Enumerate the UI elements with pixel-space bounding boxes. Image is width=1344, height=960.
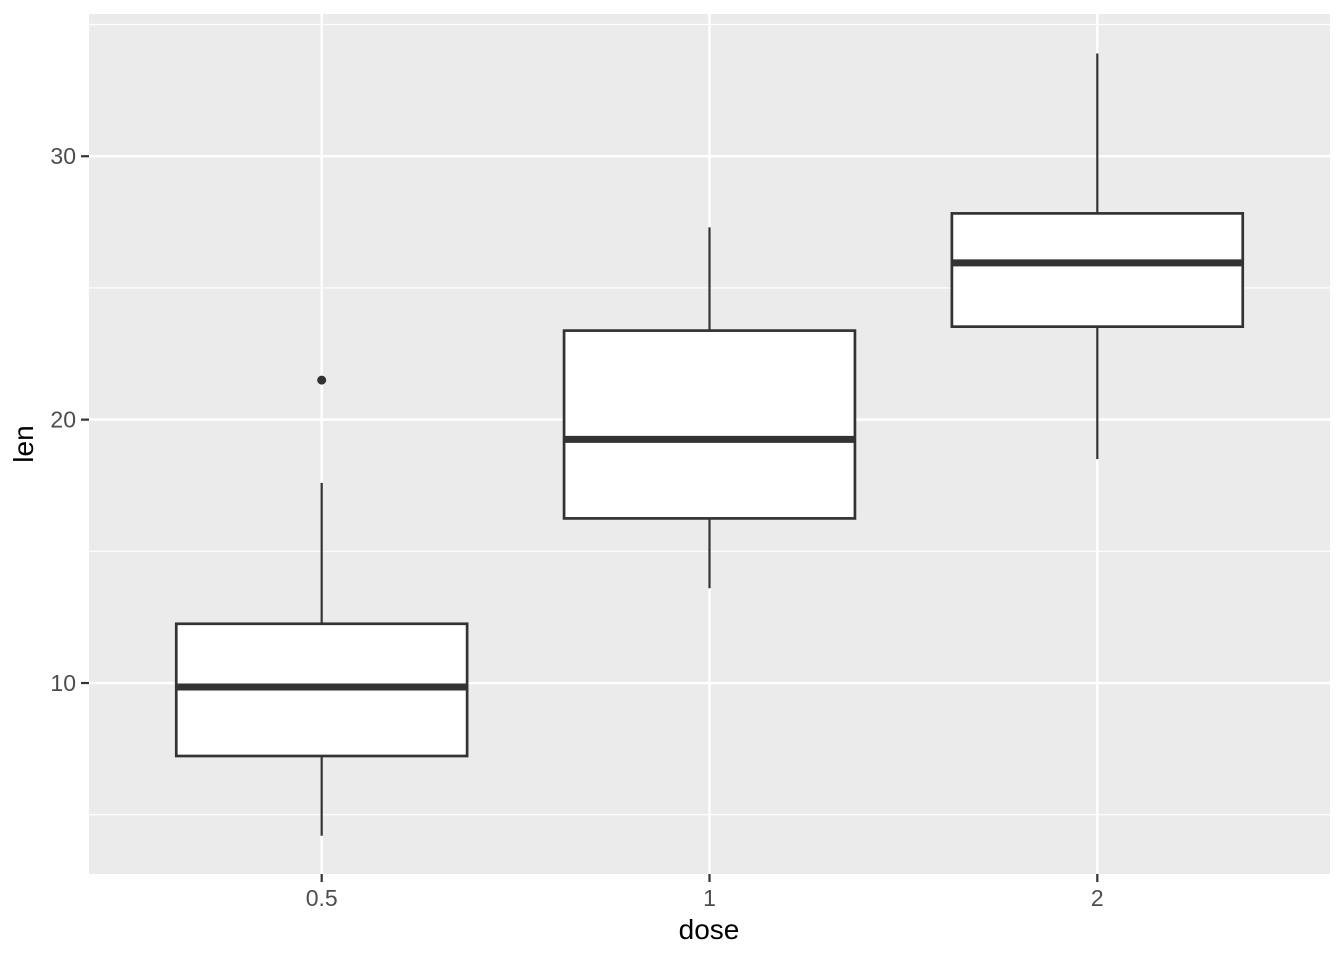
y-tick-label-20: 20 [50, 407, 76, 433]
box-iqr-1 [562, 329, 857, 520]
boxplot-group-0.5 [174, 375, 469, 836]
boxplot-group-2 [950, 53, 1245, 460]
y-tick-label-30: 30 [50, 143, 76, 169]
boxplot-group-1 [562, 227, 857, 589]
y-tick-label-10: 10 [50, 670, 76, 696]
box-iqr-2 [950, 212, 1245, 329]
outlier-point-0.5-21.5 [317, 375, 327, 385]
x-axis-title: dose [679, 914, 740, 945]
x-tick-label-1: 1 [703, 885, 716, 911]
y-axis-title: len [8, 425, 39, 462]
x-tick-label-2: 2 [1091, 885, 1104, 911]
x-tick-label-0.5: 0.5 [306, 885, 338, 911]
